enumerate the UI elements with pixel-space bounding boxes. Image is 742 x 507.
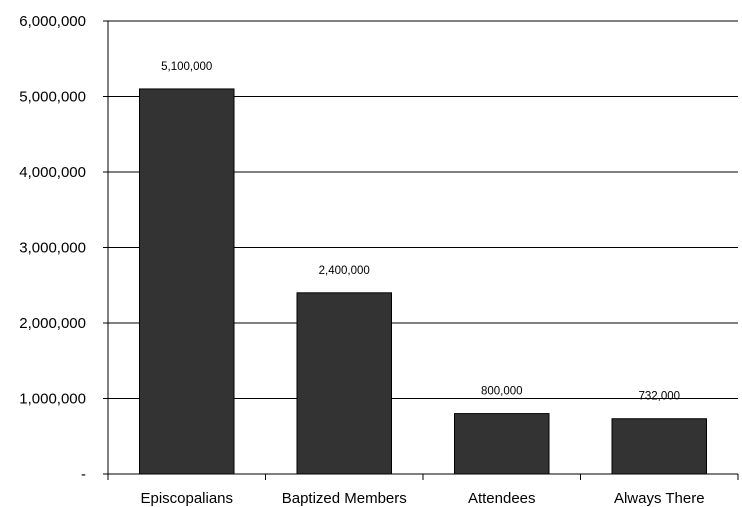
y-tick-label: - <box>81 466 86 483</box>
axes <box>103 20 739 480</box>
x-category-label: Episcopalians <box>140 490 233 507</box>
y-tick-label: 1,000,000 <box>19 391 86 408</box>
labels: - 1,000,000 2,000,000 3,000,000 4,000,000 5,0… <box>19 13 704 507</box>
y-tick-label: 3,000,000 <box>19 240 86 257</box>
bar <box>139 88 235 475</box>
data-label: 5,100,000 <box>161 61 212 73</box>
x-category-label: Attendees <box>468 490 536 507</box>
x-category-label: Always There <box>614 490 705 507</box>
bar <box>454 413 550 475</box>
x-category-label: Baptized Members <box>282 490 407 507</box>
data-label: 2,400,000 <box>319 265 370 277</box>
y-tick-label: 5,000,000 <box>19 89 86 106</box>
y-tick-label: 4,000,000 <box>19 164 86 181</box>
bar <box>296 292 392 475</box>
bars <box>139 88 707 475</box>
data-label: 800,000 <box>481 386 523 398</box>
bar <box>611 418 707 475</box>
y-tick-label: 2,000,000 <box>19 315 86 332</box>
y-tick-label: 6,000,000 <box>19 13 86 30</box>
data-label: 732,000 <box>638 391 680 403</box>
